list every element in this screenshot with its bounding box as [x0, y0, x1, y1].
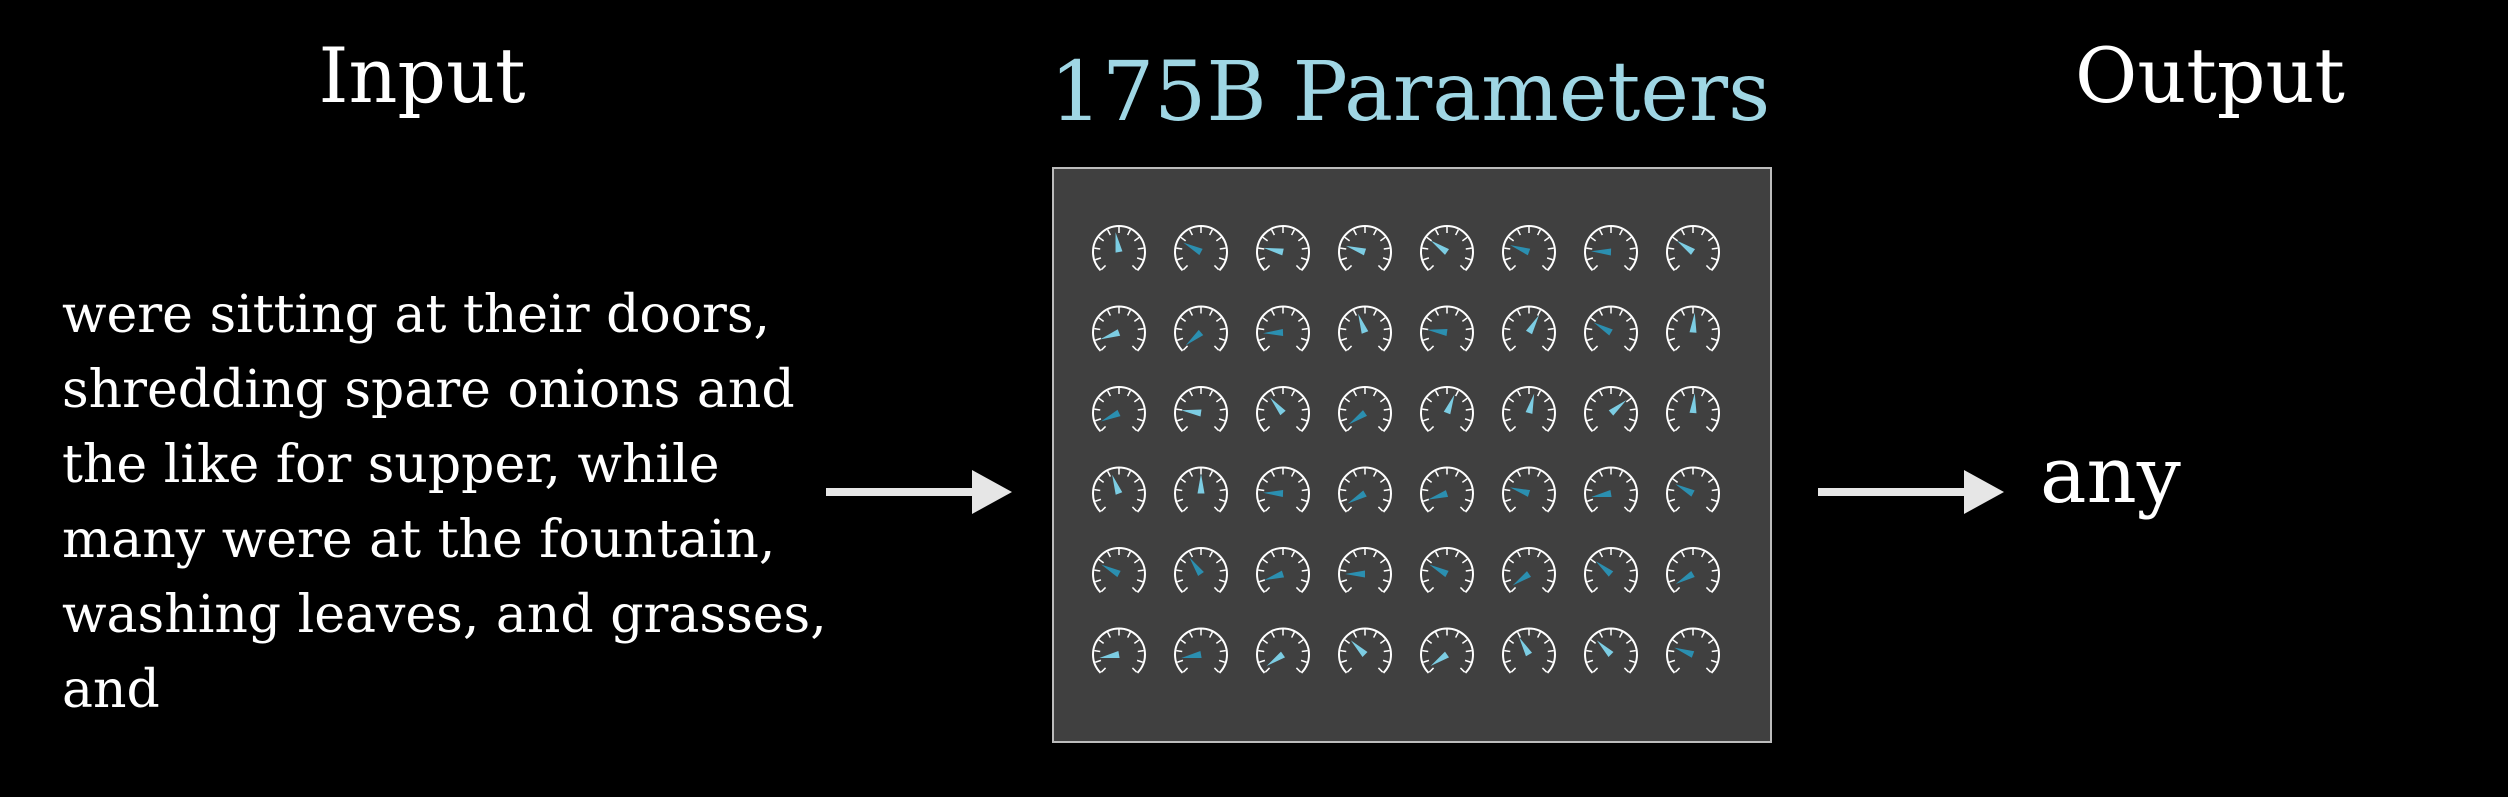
dial-gauge-icon [1338, 305, 1392, 352]
dial-gauge-icon [1256, 547, 1310, 594]
dial-gauge-icon [1502, 466, 1556, 513]
dial-gauge-icon [1338, 225, 1392, 272]
right-arrow-icon [826, 470, 1012, 514]
dial-gauge-icon [1174, 386, 1228, 433]
output-word: any [2040, 431, 2181, 521]
input-text-line: were sitting at their doors, [62, 285, 771, 345]
dial-gauge-icon [1256, 386, 1310, 433]
parameters-heading: 175B Parameters [1049, 45, 1771, 140]
dial-gauge-icon [1420, 547, 1474, 594]
dial-gauge-icon [1338, 547, 1392, 594]
dial-gauge-icon [1256, 225, 1310, 272]
dial-gauge-icon [1338, 627, 1392, 674]
dial-gauge-icon [1666, 305, 1720, 352]
dial-gauge-icon [1174, 547, 1228, 594]
dial-gauge-icon [1174, 627, 1228, 674]
dial-gauge-icon [1584, 547, 1638, 594]
input-text-line: the like for supper, while [62, 435, 720, 495]
dial-gauge-icon [1174, 225, 1228, 272]
dial-gauge-icon [1420, 305, 1474, 352]
output-heading: Output [2075, 31, 2345, 120]
dial-gauge-icon [1092, 547, 1146, 594]
dial-gauge-icon [1092, 225, 1146, 272]
dial-gauge-icon [1502, 225, 1556, 272]
dial-gauge-icon [1420, 386, 1474, 433]
dial-gauge-icon [1666, 547, 1720, 594]
dial-gauge-icon [1502, 305, 1556, 352]
input-heading: Input [318, 31, 526, 120]
input-text-line: and [62, 660, 160, 720]
dial-gauge-icon [1256, 466, 1310, 513]
dial-gauge-icon [1092, 386, 1146, 433]
dial-gauge-icon [1174, 466, 1228, 513]
dial-gauge-icon [1584, 466, 1638, 513]
parameter-dial-grid [1092, 225, 1720, 674]
input-text-line: many were at the fountain, [62, 510, 776, 570]
dial-gauge-icon [1584, 305, 1638, 352]
dial-gauge-icon [1666, 466, 1720, 513]
dial-gauge-icon [1666, 627, 1720, 674]
dial-gauge-icon [1502, 386, 1556, 433]
right-arrow-icon [1818, 470, 2004, 514]
dial-gauge-icon [1584, 225, 1638, 272]
input-text-block: were sitting at their doors, shredding s… [62, 278, 827, 728]
dial-gauge-icon [1256, 627, 1310, 674]
dial-gauge-icon [1584, 386, 1638, 433]
dial-gauge-icon [1092, 466, 1146, 513]
dial-gauge-icon [1338, 386, 1392, 433]
dial-gauge-icon [1092, 627, 1146, 674]
parameters-panel [1052, 167, 1772, 743]
dial-gauge-icon [1092, 305, 1146, 352]
dial-gauge-icon [1174, 305, 1228, 352]
input-text-line: washing leaves, and grasses, [62, 585, 827, 645]
dial-gauge-icon [1338, 466, 1392, 513]
dial-gauge-icon [1256, 305, 1310, 352]
dial-gauge-icon [1502, 627, 1556, 674]
dial-gauge-icon [1666, 225, 1720, 272]
dial-gauge-icon [1420, 466, 1474, 513]
dial-gauge-icon [1420, 225, 1474, 272]
input-text-line: shredding spare onions and [62, 360, 795, 420]
dial-gauge-icon [1584, 627, 1638, 674]
dial-gauge-icon [1502, 547, 1556, 594]
dial-gauge-icon [1420, 627, 1474, 674]
dial-gauge-icon [1666, 386, 1720, 433]
